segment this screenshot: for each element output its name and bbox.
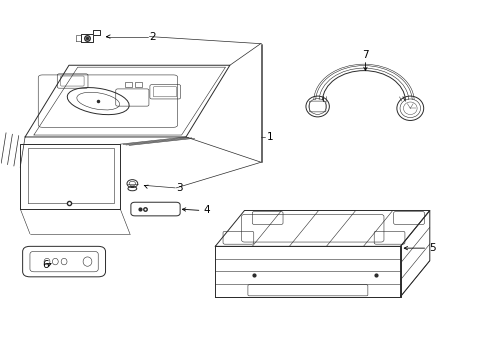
Text: 1: 1 xyxy=(266,132,272,142)
Bar xyxy=(135,82,142,87)
Text: 6: 6 xyxy=(42,260,48,270)
Text: 3: 3 xyxy=(176,183,183,193)
Text: 4: 4 xyxy=(203,206,209,216)
Text: 5: 5 xyxy=(428,243,434,253)
Text: 7: 7 xyxy=(362,50,368,60)
Bar xyxy=(125,82,132,87)
Text: 2: 2 xyxy=(149,32,156,41)
